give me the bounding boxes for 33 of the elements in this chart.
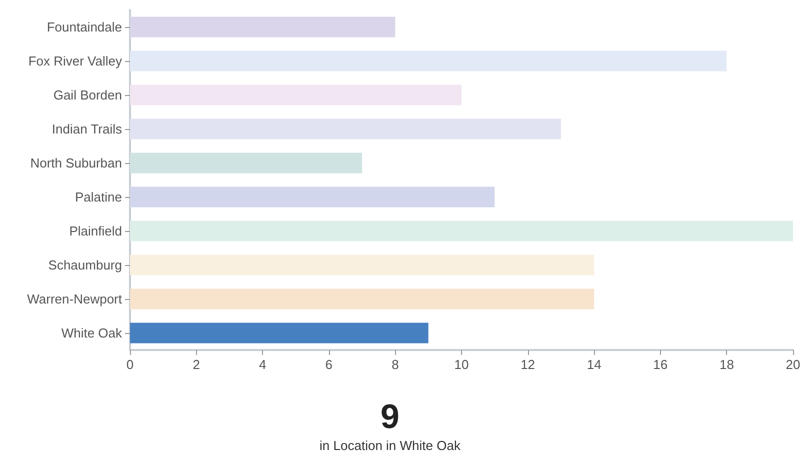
y-tick-label: Indian Trails — [52, 122, 122, 136]
x-tick-label: 8 — [392, 357, 399, 372]
bar — [130, 16, 396, 38]
x-tick-label: 16 — [653, 357, 668, 372]
x-tick-label: 4 — [258, 357, 266, 372]
bar — [130, 186, 495, 208]
x-tick-label: 14 — [586, 357, 602, 372]
x-tick-label: 12 — [520, 357, 536, 372]
bar — [130, 288, 594, 310]
y-tick-label: Gail Borden — [53, 88, 122, 102]
y-tick-label: North Suburban — [30, 156, 122, 170]
y-tick-label: Palatine — [75, 190, 122, 204]
bar — [130, 152, 362, 174]
bar — [130, 220, 793, 242]
x-tick-label: 10 — [454, 357, 469, 372]
x-tick-label: 18 — [719, 357, 734, 372]
bar — [130, 254, 594, 276]
y-tick-label: Fountaindale — [46, 20, 122, 34]
bar — [130, 322, 428, 344]
y-tick-label: Plainfield — [69, 224, 122, 238]
bar — [130, 50, 727, 72]
y-tick-label: Warren-Newport — [27, 292, 122, 306]
text: 9 — [380, 398, 400, 436]
text: in Location in White Oak — [320, 438, 461, 453]
bar — [130, 84, 462, 106]
x-tick-label: 0 — [126, 357, 134, 372]
y-tick-label: Schaumburg — [48, 258, 122, 272]
bar — [130, 118, 561, 140]
y-tick-label: White Oak — [61, 326, 122, 340]
y-tick-label: Fox River Valley — [28, 54, 122, 68]
x-tick-label: 20 — [786, 357, 800, 372]
x-tick-label: 2 — [192, 357, 200, 372]
x-tick-label: 6 — [325, 357, 333, 372]
